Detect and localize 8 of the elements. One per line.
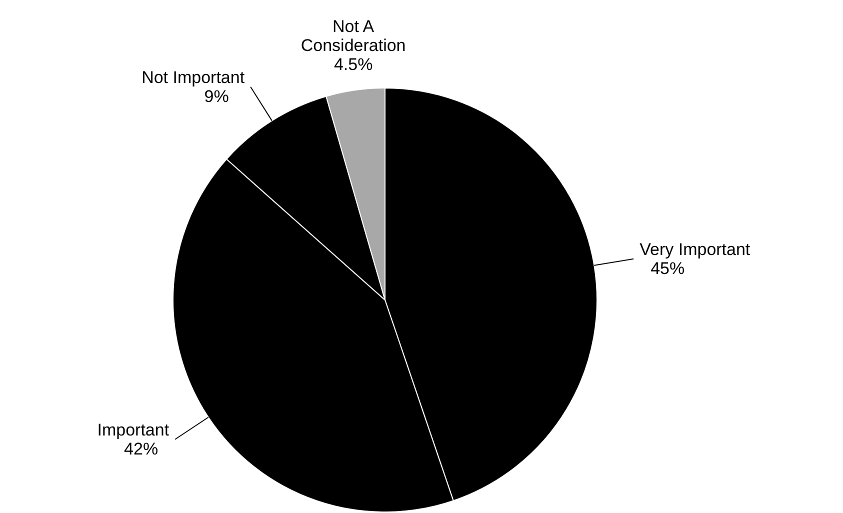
data-label: 45% [650,258,685,278]
data-label: 9% [204,86,229,106]
data-label: 42% [124,439,158,458]
slice-label: Not Important [142,68,245,87]
slice-label: Important [97,420,170,440]
slice-label: Very Important [640,240,750,259]
slice-label: Not A Consideration [300,17,406,56]
data-label: 4.5% [334,55,373,74]
